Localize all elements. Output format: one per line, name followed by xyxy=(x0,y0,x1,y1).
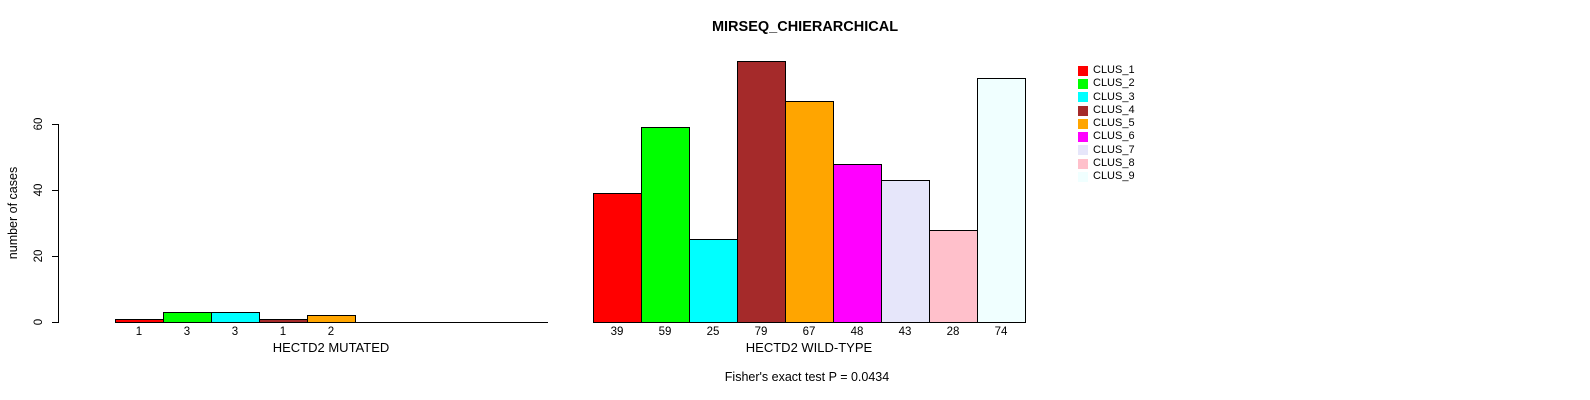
chart-title: MIRSEQ_CHIERARCHICAL xyxy=(711,19,899,35)
legend-swatch xyxy=(1078,65,1088,76)
legend-label: CLUS_2 xyxy=(1093,77,1135,90)
legend-label: CLUS_4 xyxy=(1093,103,1135,116)
bar-value-label: 3 xyxy=(183,326,191,338)
legend-label: CLUS_6 xyxy=(1093,130,1135,143)
bar-value-label: 74 xyxy=(994,326,1008,338)
x-axis-group-label: HECTD2 WILD-TYPE xyxy=(745,340,873,355)
y-axis-tick-label: 40 xyxy=(33,183,45,197)
bar-value-label: 1 xyxy=(279,326,287,338)
bar-clus-1 xyxy=(593,193,642,323)
legend-swatch xyxy=(1078,92,1088,103)
legend-label: CLUS_7 xyxy=(1093,143,1135,156)
y-axis-tick xyxy=(52,322,58,323)
legend-item: CLUS_9 xyxy=(1078,170,1135,183)
group-hectd2-wild-type: 39 59 25 79 67 48 43 28 74 HECTD2 WILD-TYPE xyxy=(593,0,1026,400)
bar-clus-4 xyxy=(737,61,786,323)
y-axis-tick xyxy=(52,124,58,125)
y-axis-tick xyxy=(52,190,58,191)
legend-item: CLUS_7 xyxy=(1078,144,1135,157)
bar-value-label: 79 xyxy=(754,326,768,338)
y-axis-tick xyxy=(52,256,58,257)
bar-value-label: 28 xyxy=(946,326,960,338)
legend-item: CLUS_4 xyxy=(1078,104,1135,117)
bar-value-label: 3 xyxy=(231,326,239,338)
bar-clus-2 xyxy=(641,127,690,323)
bar-value-label: 67 xyxy=(802,326,816,338)
legend-swatch xyxy=(1078,172,1088,183)
bar-clus-3 xyxy=(211,312,260,323)
legend-swatch xyxy=(1078,158,1088,169)
legend-item: CLUS_3 xyxy=(1078,91,1135,104)
group-hectd2-mutated: 1 3 3 1 2 HECTD2 MUTATED xyxy=(115,0,548,400)
legend-swatch xyxy=(1078,145,1088,156)
bar-value-label: 59 xyxy=(658,326,672,338)
fisher-test-annotation: Fisher's exact test P = 0.0434 xyxy=(724,370,890,384)
bar-value-label: 25 xyxy=(706,326,720,338)
bar-clus-2 xyxy=(163,312,212,323)
bar-value-label: 2 xyxy=(327,326,335,338)
bar-clus-8 xyxy=(929,230,978,323)
y-axis-line xyxy=(58,124,59,323)
bar-clus-3 xyxy=(689,239,738,323)
bar-clus-4 xyxy=(259,319,308,323)
bar-clus-5 xyxy=(307,315,356,323)
bar-clus-6 xyxy=(833,164,882,323)
legend-swatch xyxy=(1078,132,1088,143)
legend-item: CLUS_1 xyxy=(1078,64,1135,77)
legend-label: CLUS_9 xyxy=(1093,170,1135,183)
bar-value-label: 48 xyxy=(850,326,864,338)
bar-clus-9 xyxy=(977,78,1026,323)
y-axis-tick-label: 0 xyxy=(33,318,45,326)
x-axis-group-label: HECTD2 MUTATED xyxy=(272,340,390,355)
bar-value-label: 43 xyxy=(898,326,912,338)
legend-label: CLUS_1 xyxy=(1093,64,1135,76)
legend-label: CLUS_3 xyxy=(1093,90,1135,103)
legend-label: CLUS_8 xyxy=(1093,157,1135,170)
bar-clus-1 xyxy=(115,319,164,323)
legend-item: CLUS_2 xyxy=(1078,77,1135,90)
legend-swatch xyxy=(1078,118,1088,129)
legend-item: CLUS_8 xyxy=(1078,157,1135,170)
bar-clus-7 xyxy=(881,180,930,323)
y-axis-tick-label: 20 xyxy=(33,249,45,263)
legend-item: CLUS_5 xyxy=(1078,117,1135,130)
legend-item: CLUS_6 xyxy=(1078,130,1135,143)
legend: CLUS_1 CLUS_2 CLUS_3 CLUS_4 CLUS_5 CLUS_6 CLUS… xyxy=(1078,64,1135,184)
y-axis-label: number of cases xyxy=(6,166,20,260)
bar-value-label: 39 xyxy=(610,326,624,338)
legend-label: CLUS_5 xyxy=(1093,117,1135,130)
legend-swatch xyxy=(1078,78,1088,89)
y-axis-tick-label: 60 xyxy=(33,117,45,131)
bar-value-label: 1 xyxy=(135,326,143,338)
bar-clus-5 xyxy=(785,101,834,323)
legend-swatch xyxy=(1078,105,1088,116)
